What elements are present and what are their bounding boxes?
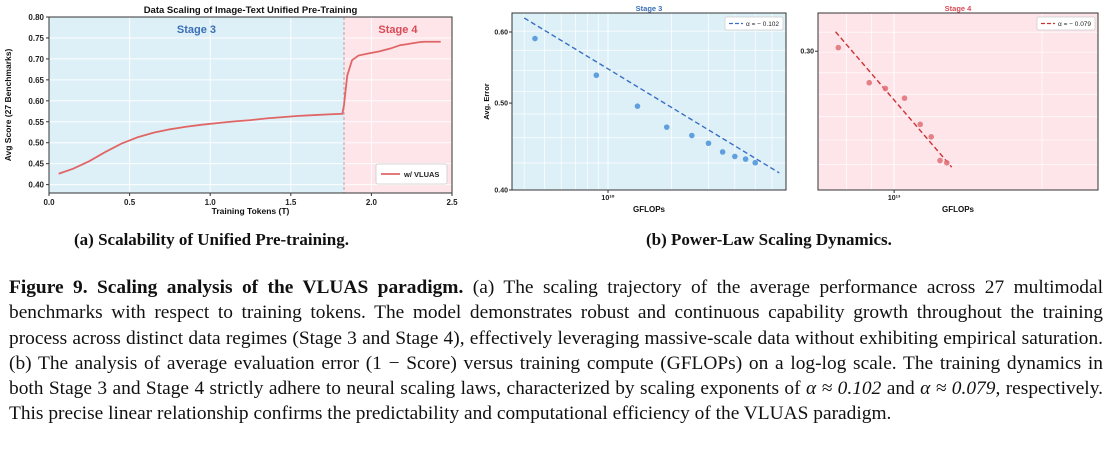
stage3-y-tick-label: 0.40 bbox=[494, 188, 508, 195]
chart-stage4-error: 10¹³ 0.30 Stage 4 GFLOPs α = − 0.079 bbox=[800, 4, 1099, 214]
stage4-frame bbox=[817, 12, 1099, 191]
caption-label: Figure 9. bbox=[9, 277, 88, 298]
stage3-data-point bbox=[663, 124, 670, 130]
stage4-title: Stage 4 bbox=[945, 4, 973, 13]
stage4-data-point bbox=[901, 95, 908, 101]
y-tick-label: 0.40 bbox=[28, 181, 44, 190]
stage4-y-tick-label: 0.30 bbox=[800, 49, 814, 56]
stage3-x-tick-label: 10¹⁰ bbox=[601, 194, 614, 202]
stage4-data-point bbox=[882, 85, 889, 92]
chart-title: Data Scaling of Image-Text Unified Pre-T… bbox=[144, 5, 358, 16]
legend-box bbox=[375, 163, 448, 185]
stage3-title: Stage 3 bbox=[636, 4, 663, 13]
chart-stage3-error: 10¹⁰ 0.40 0.50 0.60 Stage 3 GFLOPs Avg. Error α… bbox=[482, 4, 787, 214]
y-axis-label: Avg Score (27 Benchmarks) bbox=[3, 49, 13, 162]
stage3-data-point bbox=[752, 159, 759, 166]
subcaption-a: (a) Scalability of Unified Pre-training. bbox=[74, 230, 349, 249]
y-tick-label: 0.75 bbox=[28, 34, 44, 43]
stage4-legend-label: α = − 0.079 bbox=[1058, 21, 1091, 28]
stage3-frame bbox=[511, 12, 787, 191]
stage3-legend-box bbox=[724, 16, 784, 31]
stage-label-4: Stage 4 bbox=[378, 24, 418, 36]
stage3-data-point bbox=[719, 149, 726, 155]
caption-alpha-2: α ≈ 0.079 bbox=[920, 378, 996, 400]
x-axis-label: Training Tokens (T) bbox=[212, 206, 290, 216]
x-tick-label: 0.0 bbox=[43, 198, 55, 207]
x-tick-label: 1.0 bbox=[205, 198, 217, 207]
plot-frame bbox=[48, 16, 453, 194]
y-tick-label: 0.65 bbox=[28, 76, 44, 85]
stage3-data-point bbox=[742, 156, 749, 162]
stage4-data-point bbox=[835, 44, 842, 51]
y-tick-label: 0.45 bbox=[28, 160, 44, 169]
y-tick-label: 0.60 bbox=[28, 97, 44, 106]
stage3-x-axis-label: GFLOPs bbox=[633, 205, 666, 214]
y-tick-label: 0.55 bbox=[28, 118, 44, 127]
stage4-data-point bbox=[937, 157, 943, 164]
stage3-data-point bbox=[593, 72, 600, 79]
y-tick-label: 0.50 bbox=[28, 139, 44, 148]
stage4-data-point bbox=[943, 159, 950, 166]
stage-region-3 bbox=[49, 17, 344, 193]
stage3-fit-line bbox=[523, 17, 780, 174]
stage4-x-tick-label: 10¹³ bbox=[888, 195, 901, 202]
caption-body-2: and bbox=[881, 378, 921, 400]
series-line-vluas bbox=[58, 40, 441, 175]
stage4-data-point bbox=[866, 79, 873, 86]
stage3-y-tick-label: 0.50 bbox=[494, 101, 508, 108]
stage3-data-point bbox=[532, 35, 538, 42]
x-tick-label: 0.5 bbox=[124, 198, 136, 207]
caption-title: Scaling analysis of the VLUAS paradigm. bbox=[97, 277, 464, 298]
stage3-data-point bbox=[705, 140, 712, 147]
x-tick-label: 2.5 bbox=[446, 198, 458, 207]
caption-body-1: (a) The scaling trajectory of the averag… bbox=[9, 277, 1103, 400]
subcaption-b: (b) Power-Law Scaling Dynamics. bbox=[646, 230, 892, 249]
stage3-background bbox=[512, 13, 786, 190]
stage3-data-point bbox=[689, 132, 695, 139]
x-tick-label: 2.0 bbox=[366, 198, 378, 207]
stage3-legend-label: α = − 0.102 bbox=[746, 21, 779, 28]
legend-label: w/ VLUAS bbox=[403, 170, 439, 179]
caption-alpha-1: α ≈ 0.102 bbox=[806, 378, 882, 400]
stage4-data-point bbox=[917, 121, 923, 128]
stage4-legend-box bbox=[1036, 16, 1096, 31]
stage4-fit-line bbox=[835, 31, 953, 168]
chart-avg-score: Stage 3 Stage 4 0.0 0.5 1.0 1.5 2.0 2.5 0.40 0.45… bbox=[3, 5, 458, 216]
stage3-y-axis-label: Avg. Error bbox=[482, 83, 491, 119]
stage3-data-point bbox=[634, 103, 641, 109]
y-tick-label: 0.80 bbox=[28, 13, 44, 22]
y-tick-label: 0.70 bbox=[28, 55, 44, 64]
stage4-background bbox=[818, 13, 1098, 190]
stage3-y-tick-label: 0.60 bbox=[494, 30, 508, 37]
caption-body-3: , respectively. This precise linear rela… bbox=[9, 378, 1103, 425]
stage-label-3: Stage 3 bbox=[177, 24, 216, 36]
figure-caption: Figure 9. Scaling analysis of the VLUAS … bbox=[9, 275, 1103, 427]
stage3-data-point bbox=[732, 153, 738, 160]
x-tick-label: 1.5 bbox=[285, 198, 297, 207]
stage4-x-axis-label: GFLOPs bbox=[942, 205, 975, 214]
stage4-data-point bbox=[928, 134, 935, 140]
